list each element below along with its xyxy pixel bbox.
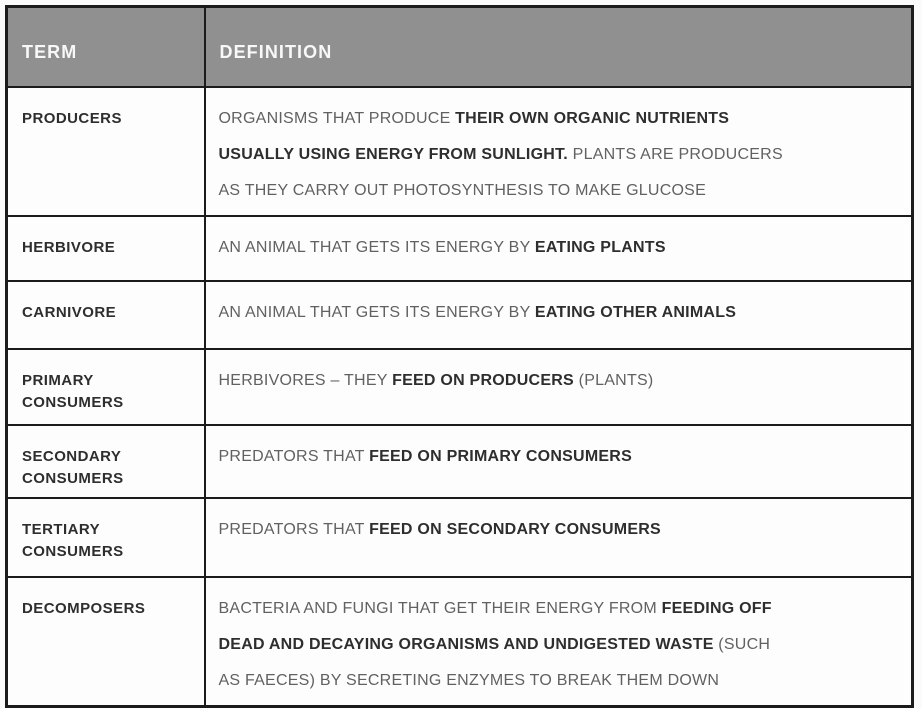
definition-text: BACTERIA AND FUNGI THAT GET THEIR ENERGY… xyxy=(218,600,662,617)
definition-line: AN ANIMAL THAT GETS ITS ENERGY BY EATING… xyxy=(219,230,902,266)
header-row: TERM DEFINITION xyxy=(5,5,914,88)
definition-text: AN ANIMAL THAT GETS ITS ENERGY BY xyxy=(218,239,535,256)
term-cell: CARNIVORE xyxy=(5,280,206,350)
table-header: TERM DEFINITION xyxy=(5,5,914,88)
definition-cell: BACTERIA AND FUNGI THAT GET THEIR ENERGY… xyxy=(203,576,914,708)
definition-line: ORGANISMS THAT PRODUCE THEIR OWN ORGANIC… xyxy=(219,101,902,137)
definition-text: (SUCH xyxy=(713,636,771,653)
table-row: PRIMARY CONSUMERS HERBIVORES – THEY FEED … xyxy=(5,348,914,426)
definition-bold-text: EATING OTHER ANIMALS xyxy=(534,304,737,321)
definition-text: HERBIVORES – THEY xyxy=(218,372,393,389)
table-row: HERBIVORE AN ANIMAL THAT GETS ITS ENERGY … xyxy=(5,215,914,282)
definition-bold-text: FEED ON PRODUCERS xyxy=(392,372,574,389)
term-cell: TERTIARY CONSUMERS xyxy=(5,497,206,578)
definition-bold-text: FEED ON PRIMARY CONSUMERS xyxy=(369,448,633,465)
definition-line: HERBIVORES – THEY FEED ON PRODUCERS (PLA… xyxy=(219,363,902,399)
definition-text: PREDATORS THAT xyxy=(218,521,370,538)
definition-bold-text: THEIR OWN ORGANIC NUTRIENTS xyxy=(455,110,730,127)
definition-line: AN ANIMAL THAT GETS ITS ENERGY BY EATING… xyxy=(219,295,902,331)
definition-text: ORGANISMS THAT PRODUCE xyxy=(218,110,456,127)
definition-bold-text: USUALLY USING ENERGY FROM SUNLIGHT. xyxy=(218,146,568,163)
definition-text: AS FAECES) BY SECRETING ENZYMES TO BREAK… xyxy=(218,672,720,689)
definition-line: AS THEY CARRY OUT PHOTOSYNTHESIS TO MAKE… xyxy=(219,173,902,209)
definition-bold-text: FEED ON SECONDARY CONSUMERS xyxy=(369,521,661,538)
definition-text: AS THEY CARRY OUT PHOTOSYNTHESIS TO MAKE… xyxy=(218,182,707,199)
definition-text: AN ANIMAL THAT GETS ITS ENERGY BY xyxy=(218,304,535,321)
table-body: PRODUCERS ORGANISMS THAT PRODUCE THEIR OW… xyxy=(5,86,914,708)
definition-text: (PLANTS) xyxy=(573,372,654,389)
definition-cell: PREDATORS THAT FEED ON PRIMARY CONSUMERS xyxy=(203,424,914,499)
table-row: SECONDARY CONSUMERS PREDATORS THAT FEED O… xyxy=(5,424,914,499)
definition-text: PREDATORS THAT xyxy=(218,448,370,465)
definition-text: PLANTS ARE PRODUCERS xyxy=(567,146,783,163)
definition-line: DEAD AND DECAYING ORGANISMS AND UNDIGEST… xyxy=(219,627,902,663)
page: TERM DEFINITION PRODUCERS ORGANISMS THAT … xyxy=(5,5,914,708)
definition-bold-text: DEAD AND DECAYING ORGANISMS AND UNDIGEST… xyxy=(218,636,714,653)
definition-line: BACTERIA AND FUNGI THAT GET THEIR ENERGY… xyxy=(219,591,902,627)
table-row: CARNIVORE AN ANIMAL THAT GETS ITS ENERGY … xyxy=(5,280,914,350)
definition-cell: AN ANIMAL THAT GETS ITS ENERGY BY EATING… xyxy=(203,215,914,282)
header-term-label: TERM xyxy=(5,5,206,88)
table-row: PRODUCERS ORGANISMS THAT PRODUCE THEIR OW… xyxy=(5,86,914,217)
definition-bold-text: EATING PLANTS xyxy=(534,239,666,256)
definition-line: AS FAECES) BY SECRETING ENZYMES TO BREAK… xyxy=(219,663,902,699)
definition-cell: ORGANISMS THAT PRODUCE THEIR OWN ORGANIC… xyxy=(203,86,914,217)
definition-cell: HERBIVORES – THEY FEED ON PRODUCERS (PLA… xyxy=(203,348,914,426)
definition-line: USUALLY USING ENERGY FROM SUNLIGHT. PLAN… xyxy=(219,137,902,173)
term-cell: PRIMARY CONSUMERS xyxy=(5,348,206,426)
term-cell: DECOMPOSERS xyxy=(5,576,206,708)
term-cell: SECONDARY CONSUMERS xyxy=(5,424,206,499)
term-cell: HERBIVORE xyxy=(5,215,206,282)
definition-cell: AN ANIMAL THAT GETS ITS ENERGY BY EATING… xyxy=(203,280,914,350)
table-row: TERTIARY CONSUMERS PREDATORS THAT FEED ON… xyxy=(5,497,914,578)
definition-bold-text: FEEDING OFF xyxy=(661,600,772,617)
term-cell: PRODUCERS xyxy=(5,86,206,217)
definition-cell: PREDATORS THAT FEED ON SECONDARY CONSUME… xyxy=(203,497,914,578)
definitions-table: TERM DEFINITION PRODUCERS ORGANISMS THAT … xyxy=(5,5,914,708)
table-row: DECOMPOSERS BACTERIA AND FUNGI THAT GET T… xyxy=(5,576,914,708)
definition-line: PREDATORS THAT FEED ON PRIMARY CONSUMERS xyxy=(219,439,902,475)
definition-line: PREDATORS THAT FEED ON SECONDARY CONSUME… xyxy=(219,512,902,548)
header-definition-label: DEFINITION xyxy=(203,5,914,88)
